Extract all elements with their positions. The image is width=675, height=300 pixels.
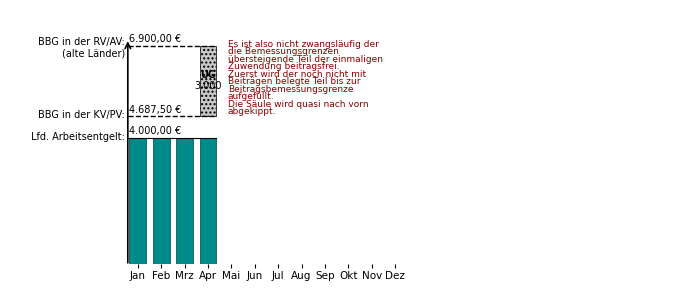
- Text: übersteigende Teil der einmaligen: übersteigende Teil der einmaligen: [228, 55, 383, 64]
- Text: Zuwendung beitragsfrei.: Zuwendung beitragsfrei.: [228, 62, 340, 71]
- Text: Beiträgen belegte Teil bis zur: Beiträgen belegte Teil bis zur: [228, 77, 360, 86]
- Text: Beitragsbemessungsgrenze: Beitragsbemessungsgrenze: [228, 85, 354, 94]
- Text: die Bemessungsgrenzen: die Bemessungsgrenzen: [228, 47, 339, 56]
- Bar: [200, 138, 217, 264]
- Bar: [200, 46, 217, 116]
- Text: Es ist also nicht zwangsläufig der: Es ist also nicht zwangsläufig der: [228, 40, 379, 49]
- Bar: [130, 138, 146, 264]
- Text: Die Säule wird quasi nach vorn: Die Säule wird quasi nach vorn: [228, 100, 369, 109]
- Text: Zuerst wird der noch nicht mit: Zuerst wird der noch nicht mit: [228, 70, 366, 79]
- Bar: [153, 138, 169, 264]
- Text: 3.000: 3.000: [194, 81, 222, 91]
- Text: (alte Länder): (alte Länder): [61, 49, 125, 59]
- Text: 4.687,50 €: 4.687,50 €: [129, 105, 182, 115]
- Text: UG: UG: [200, 70, 216, 80]
- Bar: [176, 138, 193, 264]
- Text: BBG in der RV/AV:: BBG in der RV/AV:: [38, 37, 125, 47]
- Text: 6.900,00 €: 6.900,00 €: [129, 34, 181, 44]
- Text: Lfd. Arbeitsentgelt:: Lfd. Arbeitsentgelt:: [31, 132, 125, 142]
- Text: 4.000,00 €: 4.000,00 €: [129, 126, 181, 136]
- Text: BBG in der KV/PV:: BBG in der KV/PV:: [38, 110, 125, 120]
- Text: aufgefüllt.: aufgefüllt.: [228, 92, 275, 101]
- Text: abgekippt.: abgekippt.: [228, 107, 276, 116]
